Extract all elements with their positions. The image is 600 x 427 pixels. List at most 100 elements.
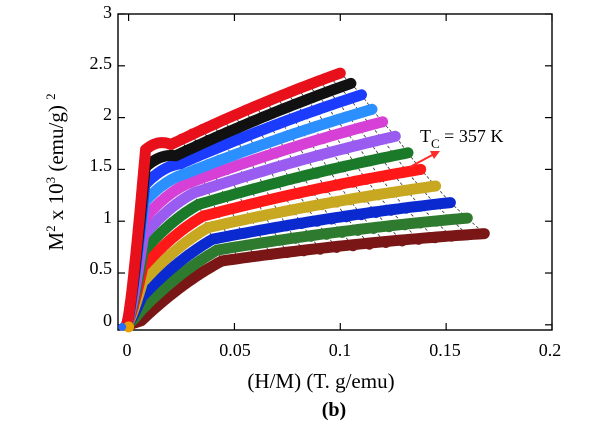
series-point [343, 111, 354, 122]
series-point [280, 103, 291, 114]
series-point [462, 213, 473, 224]
series-point [244, 156, 255, 167]
series-point [352, 140, 363, 151]
series-point [359, 192, 370, 203]
series-point [197, 148, 208, 159]
x-tick-label: 0.1 [329, 340, 352, 360]
series-point [415, 164, 426, 175]
series-point [196, 172, 207, 183]
tc-arrow-icon [409, 152, 437, 168]
y-tick-label: 1.5 [90, 155, 113, 175]
series-point [218, 114, 229, 125]
y-tick-label: 1 [103, 207, 112, 227]
series-point [189, 187, 199, 198]
series-point [293, 188, 304, 199]
series-point [402, 185, 413, 196]
series-point [373, 190, 384, 201]
series-point [364, 239, 375, 250]
series-point [288, 113, 299, 124]
series-point [293, 141, 304, 152]
series-point [209, 143, 220, 154]
series-point [313, 90, 323, 101]
series-point [352, 226, 363, 236]
series-point [290, 233, 301, 244]
series-point [320, 119, 331, 130]
x-tick-label: 0.15 [429, 340, 461, 360]
series-point [220, 164, 231, 175]
series-point [413, 234, 424, 245]
y-tick-label: 0.5 [90, 258, 113, 278]
series-point [399, 220, 410, 231]
series-point [388, 169, 399, 180]
series-point [314, 76, 325, 87]
series-point [298, 246, 309, 257]
series-point [347, 177, 358, 188]
series-point [299, 109, 310, 120]
series-point [246, 184, 256, 195]
series-point [198, 211, 209, 221]
series-point [341, 127, 352, 138]
series-point [217, 219, 228, 230]
tc-label: TC = 357 K [420, 126, 503, 151]
series-point [219, 191, 230, 202]
series-point [356, 210, 367, 221]
series-point [239, 171, 250, 182]
series-point [203, 159, 214, 169]
series-point [353, 123, 364, 134]
series-point [311, 168, 322, 179]
series-point [240, 105, 250, 116]
series-point [334, 82, 345, 93]
series-point [337, 162, 348, 173]
series-point [324, 86, 334, 97]
series-point [281, 221, 292, 232]
series-point [296, 126, 307, 137]
series-point [402, 167, 413, 177]
x-tick-label: 0 [123, 340, 132, 360]
series-point [430, 181, 441, 191]
series-point [345, 93, 356, 104]
series-point [252, 197, 263, 208]
series-point [331, 197, 341, 208]
series-point [324, 165, 335, 176]
series-point [305, 231, 316, 242]
series-point [327, 147, 338, 158]
series-point [333, 97, 344, 108]
series-point [334, 180, 345, 191]
series-point [259, 181, 270, 192]
series-point [267, 223, 277, 234]
series-point [197, 123, 208, 134]
series-point [314, 150, 325, 161]
series-point [311, 105, 322, 116]
y-axis-title: M2 x 103 (emu/g) 2 [43, 93, 68, 250]
series-point [252, 226, 263, 237]
series-point [236, 120, 247, 131]
series-point [380, 238, 391, 249]
series-point [329, 130, 340, 141]
series-point [285, 130, 296, 141]
series-point [390, 150, 400, 161]
y-tick-label: 3 [103, 2, 112, 22]
series-point [227, 242, 238, 253]
series-point [238, 146, 249, 157]
series-point [390, 131, 401, 142]
plot-frame [117, 13, 553, 331]
series-point [175, 158, 186, 169]
series-point [368, 224, 379, 235]
series-point [350, 159, 361, 170]
series-point [340, 144, 350, 155]
series-point [211, 207, 222, 218]
series-point [416, 183, 427, 194]
series-point [293, 84, 303, 95]
y-tick-label: 0 [103, 310, 112, 330]
series-point [365, 120, 376, 131]
series-point [254, 126, 265, 136]
series-point [170, 150, 181, 161]
series-point [415, 218, 426, 229]
series-point [192, 139, 203, 150]
series-point [316, 200, 327, 211]
series-point [377, 134, 388, 145]
series-point [430, 199, 441, 210]
series-point [225, 125, 236, 136]
series-point [385, 205, 396, 216]
series-point [258, 112, 269, 122]
